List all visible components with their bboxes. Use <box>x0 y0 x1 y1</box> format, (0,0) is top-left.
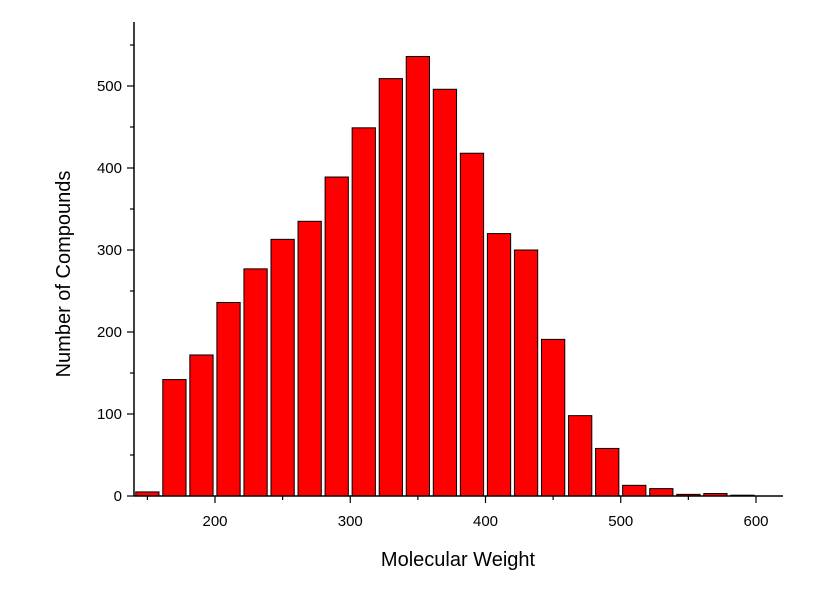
histogram-bar <box>540 338 566 497</box>
histogram-bar <box>378 78 403 497</box>
x-tick-label: 400 <box>473 513 498 530</box>
y-tick-label: 0 <box>114 488 122 505</box>
y-axis-title: Number of Compounds <box>53 171 75 378</box>
y-tick-label: 500 <box>97 78 122 95</box>
y-tick-label: 100 <box>97 406 122 423</box>
histogram-bar <box>351 127 376 497</box>
bars-group <box>135 55 755 497</box>
x-tick-label: 600 <box>743 513 768 530</box>
y-tick-label: 200 <box>97 324 122 341</box>
y-tick-label: 400 <box>97 160 122 177</box>
x-tick-label: 500 <box>608 513 633 530</box>
x-tick-label: 300 <box>338 513 363 530</box>
histogram-bar <box>243 268 268 497</box>
histogram-bar <box>189 354 214 497</box>
histogram-bar <box>622 484 647 497</box>
histogram-bar <box>405 55 430 497</box>
histogram-bar <box>649 488 674 497</box>
histogram-bar <box>216 301 241 497</box>
histogram-bar <box>297 220 322 497</box>
y-axis-ticks: 0 100 200 300 400 500 <box>97 44 134 505</box>
x-tick-label: 200 <box>202 513 227 530</box>
histogram-bar <box>270 238 295 497</box>
histogram-bar <box>324 176 349 497</box>
x-axis-title: Molecular Weight <box>381 549 536 571</box>
x-axis-ticks: 200 300 400 500 600 <box>146 496 769 530</box>
histogram-bar <box>459 152 485 497</box>
y-tick-label: 300 <box>97 242 122 259</box>
histogram-bar <box>486 233 512 497</box>
histogram-bar <box>568 415 593 497</box>
histogram-bar <box>513 249 539 497</box>
histogram-bar <box>432 88 458 497</box>
histogram-bar <box>595 447 620 497</box>
histogram-bar <box>162 379 187 497</box>
